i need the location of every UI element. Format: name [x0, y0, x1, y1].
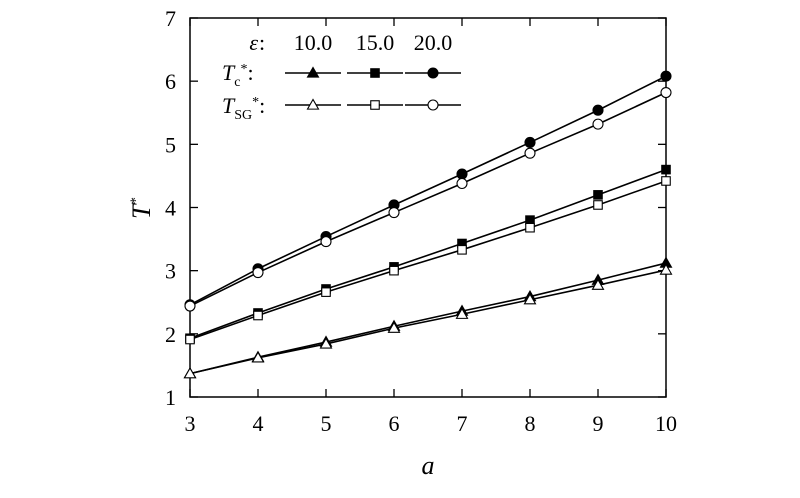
series-tsg-eps-15-0	[185, 176, 671, 345]
data-point	[387, 321, 401, 333]
series-line	[189, 75, 667, 306]
series-line	[189, 168, 667, 340]
data-point	[183, 367, 197, 379]
y-tick-label: 2	[165, 322, 176, 347]
legend-column-1: 15.0	[356, 30, 395, 55]
data-point	[253, 310, 263, 321]
legend-sample-tsg-triangle	[285, 98, 341, 110]
y-axis-title-main: T	[127, 203, 156, 219]
data-point	[251, 351, 265, 363]
legend-sample-marker	[306, 98, 320, 110]
data-point	[455, 307, 469, 319]
ticks-layer: 3 4 5 6 7 8 9 10 1 2 3 4 5 6 7	[165, 6, 677, 436]
data-point	[185, 334, 195, 345]
data-point	[659, 263, 673, 275]
y-tick-label: 1	[165, 385, 176, 410]
data-point	[320, 236, 332, 248]
legend: ε:10.0 15.0 20.0Tc*:TSG*:	[222, 30, 461, 123]
x-tick-label: 8	[525, 411, 536, 436]
legend-sample-tsg-square	[347, 100, 403, 110]
data-point	[456, 168, 468, 180]
legend-header-symbol: ε	[249, 30, 258, 55]
legend-row-tsg-label-symbol: T	[222, 93, 236, 118]
legend-sample-marker	[427, 67, 439, 79]
y-tick-label: 5	[165, 132, 176, 157]
legend-row-tc-label-sup: *	[240, 62, 247, 77]
series-line	[189, 269, 667, 375]
series-line	[189, 262, 667, 375]
legend-sample-marker	[370, 68, 380, 78]
x-tick-label: 5	[321, 411, 332, 436]
data-point	[593, 200, 603, 210]
data-point	[252, 267, 264, 279]
data-point	[593, 190, 603, 200]
legend-row-tc-label-symbol: T	[222, 60, 236, 85]
legend-sample-marker	[370, 100, 380, 110]
legend-sample-tc-triangle	[285, 66, 341, 78]
data-point	[661, 164, 671, 175]
data-point	[661, 176, 671, 186]
svg-text:T*: T*	[127, 197, 156, 219]
data-point	[524, 136, 536, 148]
x-tick-label: 7	[457, 411, 468, 436]
y-tick-label: 7	[165, 6, 176, 31]
data-point	[457, 245, 467, 255]
legend-sample-tc-circle	[405, 67, 461, 79]
legend-column-0: 10.0	[294, 30, 333, 55]
legend-column-2: 20.0	[414, 30, 453, 55]
y-axis-title: T*	[127, 197, 156, 219]
legend-row-tsg-label-sup: *	[252, 95, 259, 110]
data-point	[184, 300, 196, 312]
series-layer	[183, 70, 673, 379]
series-tsg-eps-20-0	[184, 86, 672, 312]
y-tick-label: 6	[165, 69, 176, 94]
data-point	[321, 287, 331, 297]
legend-sample-marker	[427, 99, 439, 111]
data-point	[660, 86, 672, 99]
legend-row-tc-label-colon: :	[247, 60, 253, 85]
y-tick-label: 3	[165, 259, 176, 284]
x-axis-title: a	[422, 451, 435, 480]
data-point	[456, 177, 468, 190]
data-point	[388, 207, 400, 219]
legend-sample-tc-square	[347, 68, 403, 78]
legend-sample-tsg-circle	[405, 99, 461, 111]
series-line	[189, 180, 667, 341]
data-point	[524, 147, 536, 159]
legend-sample-marker	[306, 66, 320, 78]
x-tick-label: 6	[389, 411, 400, 436]
legend-row-tc-label-sub: c	[234, 75, 240, 90]
x-tick-label: 10	[655, 411, 677, 436]
data-point	[319, 337, 333, 349]
x-tick-label: 9	[593, 411, 604, 436]
data-point	[592, 118, 604, 130]
x-tick-label: 3	[185, 411, 196, 436]
y-tick-label: 4	[165, 196, 176, 221]
data-point	[525, 222, 535, 233]
y-axis-title-sup: *	[128, 197, 144, 205]
legend-row-tc-label: Tc*:	[222, 60, 254, 90]
legend-row-tsg-label: TSG*:	[222, 93, 265, 123]
data-point	[523, 293, 537, 305]
data-point	[591, 278, 605, 290]
x-tick-label: 4	[253, 411, 264, 436]
data-point	[592, 104, 604, 116]
legend-header-colon: :	[259, 30, 265, 55]
legend-row-tsg-label-sub: SG	[234, 108, 252, 123]
legend-row-tsg-label-colon: :	[259, 93, 265, 118]
series-tsg-eps-10-0	[183, 263, 673, 379]
series-line	[189, 91, 667, 307]
data-point	[660, 70, 672, 82]
data-point	[389, 265, 399, 276]
